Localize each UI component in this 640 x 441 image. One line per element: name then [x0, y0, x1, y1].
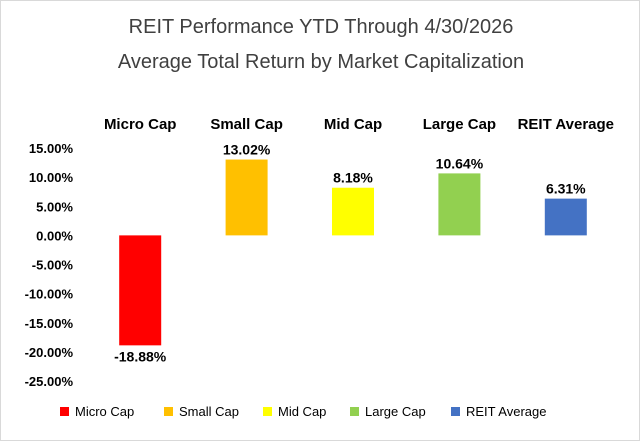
legend-swatch [350, 407, 359, 416]
category-label: Mid Cap [324, 116, 382, 133]
legend-swatch [60, 407, 69, 416]
y-tick-label: -25.00% [25, 374, 74, 389]
data-label: 10.64% [436, 155, 484, 171]
y-axis: 15.00% 10.00% 5.00% 0.00% -5.00% -10.00% -15.0… [25, 141, 74, 389]
y-tick-label: -20.00% [25, 345, 74, 360]
category-labels: Micro Cap Small Cap Mid Cap Large Cap REIT A… [104, 116, 614, 133]
bar [225, 159, 268, 236]
legend-swatch [164, 407, 173, 416]
category-label: Small Cap [210, 116, 283, 133]
legend-label: REIT Average [466, 404, 546, 419]
legend-swatch [451, 407, 460, 416]
chart-title: REIT Performance YTD Through 4/30/2026 [129, 16, 514, 38]
legend-label: Micro Cap [75, 404, 134, 419]
data-labels: -18.88% 13.02% 8.18% 10.64% 6.31% [114, 142, 586, 365]
y-tick-label: 10.00% [29, 170, 74, 185]
bar [332, 187, 374, 236]
legend-label: Small Cap [179, 404, 239, 419]
data-label: 13.02% [223, 142, 271, 158]
bar [544, 198, 587, 236]
bar [438, 173, 481, 236]
legend-swatch [263, 407, 272, 416]
y-tick-label: 0.00% [36, 228, 73, 243]
category-label: Micro Cap [104, 116, 177, 133]
y-tick-label: 5.00% [36, 199, 73, 214]
category-label: REIT Average [518, 116, 614, 133]
data-label: -18.88% [114, 348, 167, 364]
legend: Micro Cap Small Cap Mid Cap Large Cap REIT A… [60, 404, 546, 419]
chart-subtitle: Average Total Return by Market Capitaliz… [118, 51, 524, 73]
category-label: Large Cap [423, 116, 496, 133]
bars [119, 159, 587, 346]
y-tick-label: -15.00% [25, 316, 74, 331]
bar [119, 235, 162, 346]
legend-label: Large Cap [365, 404, 426, 419]
legend-label: Mid Cap [278, 404, 326, 419]
y-tick-label: 15.00% [29, 141, 74, 156]
y-tick-label: -5.00% [32, 258, 74, 273]
data-label: 8.18% [333, 170, 373, 186]
data-label: 6.31% [546, 181, 586, 197]
y-tick-label: -10.00% [25, 287, 74, 302]
